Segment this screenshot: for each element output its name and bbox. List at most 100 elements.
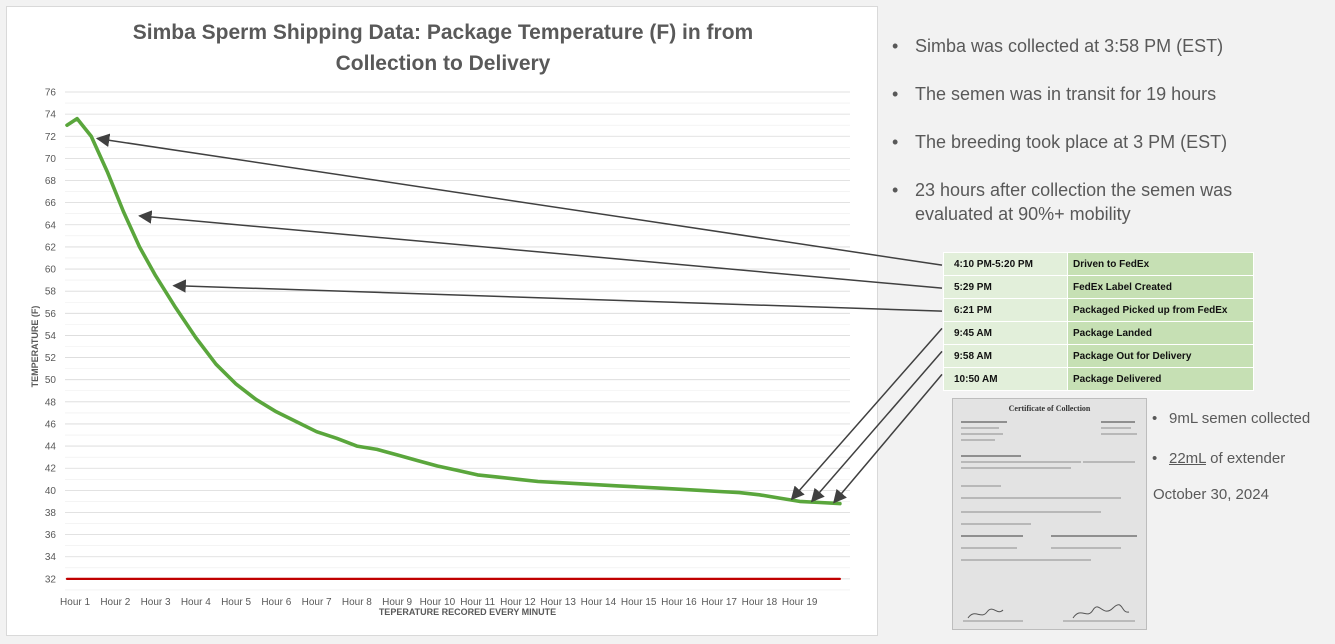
y-tick-label: 36 <box>45 530 57 541</box>
y-tick-label: 60 <box>45 265 57 276</box>
certificate-text-line <box>961 421 1007 423</box>
certificate-text-line <box>961 523 1031 525</box>
x-tick-label: Hour 16 <box>661 597 697 608</box>
timeline-row: 6:21 PM Packaged Picked up from FedEx <box>943 298 1254 322</box>
certificate-text-line <box>1051 535 1137 537</box>
timeline-time: 6:21 PM <box>943 298 1068 322</box>
timeline-row: 4:10 PM-5:20 PM Driven to FedEx <box>943 252 1254 276</box>
chart-panel: Simba Sperm Shipping Data: Package Tempe… <box>6 6 878 636</box>
y-tick-label: 74 <box>45 110 57 121</box>
y-tick-label: 62 <box>45 242 57 253</box>
timeline-event: FedEx Label Created <box>1067 275 1254 299</box>
certificate-text-line <box>961 439 995 441</box>
shipping-timeline-table: 4:10 PM-5:20 PM Driven to FedEx 5:29 PM Fe… <box>943 252 1254 391</box>
y-axis-title: TEMPERATURE (F) <box>30 306 40 388</box>
certificate-text-line <box>1101 427 1131 429</box>
certificate-text-line <box>961 433 1003 435</box>
y-tick-label: 38 <box>45 508 57 519</box>
x-tick-label: Hour 10 <box>420 597 456 608</box>
note-extender: 22mL of extender <box>1152 448 1332 470</box>
certificate-text-line <box>1101 421 1135 423</box>
certificate-text-line <box>1083 461 1135 463</box>
chart-title-line: Simba Sperm Shipping Data: Package Tempe… <box>133 21 753 44</box>
temperature-chart: Simba Sperm Shipping Data: Package Tempe… <box>30 21 850 617</box>
y-tick-label: 52 <box>45 353 57 364</box>
certificate-text-line <box>1051 547 1121 549</box>
y-tick-label: 46 <box>45 419 57 430</box>
y-tick-label: 50 <box>45 375 57 386</box>
note-semen-collected: 9mL semen collected <box>1152 408 1332 430</box>
timeline-row: 10:50 AM Package Delivered <box>943 367 1254 391</box>
x-tick-label: Hour 5 <box>221 597 251 608</box>
bullet-collected: Simba was collected at 3:58 PM (EST) <box>890 34 1310 58</box>
extender-amount: 22mL <box>1169 450 1206 467</box>
certificate-text-line <box>961 559 1091 561</box>
chart-title-line: Collection to Delivery <box>336 52 551 75</box>
y-tick-label: 66 <box>45 198 57 209</box>
summary-bullets: Simba was collected at 3:58 PM (EST) The… <box>890 34 1310 250</box>
certificate-text-line <box>961 497 1121 499</box>
x-tick-label: Hour 6 <box>261 597 291 608</box>
bullet-breeding: The breeding took place at 3 PM (EST) <box>890 130 1310 154</box>
x-tick-label: Hour 4 <box>181 597 211 608</box>
certificate-of-collection-photo: Certificate of Collection <box>952 398 1147 630</box>
x-tick-label: Hour 13 <box>540 597 576 608</box>
certificate-text-line <box>961 511 1101 513</box>
x-tick-label: Hour 18 <box>742 597 778 608</box>
x-tick-label: Hour 19 <box>782 597 818 608</box>
x-tick-label: Hour 3 <box>141 597 171 608</box>
bullet-evaluation: 23 hours after collection the semen was … <box>890 178 1310 226</box>
bullet-transit: The semen was in transit for 19 hours <box>890 82 1310 106</box>
x-tick-label: Hour 14 <box>581 597 617 608</box>
timeline-time: 9:45 AM <box>943 321 1068 345</box>
extender-label: of extender <box>1205 450 1286 467</box>
collection-date: October 30, 2024 <box>1153 486 1269 503</box>
timeline-event: Driven to FedEx <box>1067 252 1254 276</box>
y-tick-label: 54 <box>45 331 57 342</box>
y-tick-label: 42 <box>45 464 57 475</box>
y-tick-label: 48 <box>45 397 57 408</box>
x-tick-label: Hour 1 <box>60 597 90 608</box>
timeline-time: 5:29 PM <box>943 275 1068 299</box>
x-tick-label: Hour 11 <box>460 597 495 608</box>
y-tick-label: 70 <box>45 154 57 165</box>
certificate-text-line <box>961 461 1081 463</box>
timeline-event: Packaged Picked up from FedEx <box>1067 298 1254 322</box>
timeline-time: 10:50 AM <box>943 367 1068 391</box>
x-tick-label: Hour 8 <box>342 597 372 608</box>
certificate-text-line <box>961 535 1023 537</box>
y-tick-label: 40 <box>45 486 57 497</box>
certificate-title: Certificate of Collection <box>1008 404 1091 413</box>
y-tick-label: 32 <box>45 574 57 585</box>
timeline-event: Package Delivered <box>1067 367 1254 391</box>
y-tick-label: 72 <box>45 132 57 143</box>
timeline-row: 9:58 AM Package Out for Delivery <box>943 344 1254 368</box>
collection-notes: 9mL semen collected 22mL of extender Oct… <box>1152 408 1332 503</box>
x-tick-label: Hour 2 <box>100 597 130 608</box>
certificate-text-line <box>961 547 1017 549</box>
certificate-text-line <box>961 455 1021 457</box>
y-tick-label: 64 <box>45 220 57 231</box>
temperature-series-line <box>65 116 842 506</box>
x-tick-label: Hour 9 <box>382 597 412 608</box>
timeline-time: 9:58 AM <box>943 344 1068 368</box>
certificate-signatures <box>963 604 1135 622</box>
timeline-row: 9:45 AM Package Landed <box>943 321 1254 345</box>
timeline-time: 4:10 PM-5:20 PM <box>943 252 1068 276</box>
x-tick-label: Hour 7 <box>302 597 332 608</box>
x-axis-title: TEPERATURE RECORED EVERY MINUTE <box>379 607 556 617</box>
y-tick-label: 68 <box>45 176 57 187</box>
certificate-text-line <box>961 467 1071 469</box>
y-tick-label: 56 <box>45 309 57 320</box>
timeline-event: Package Out for Delivery <box>1067 344 1254 368</box>
y-tick-label: 76 <box>45 88 57 99</box>
x-tick-label: Hour 17 <box>701 597 737 608</box>
certificate-text-line <box>961 485 1001 487</box>
timeline-event: Package Landed <box>1067 321 1254 345</box>
y-tick-label: 34 <box>45 552 57 563</box>
y-tick-label: 58 <box>45 287 57 298</box>
x-tick-label: Hour 12 <box>500 597 536 608</box>
certificate-text-line <box>961 427 999 429</box>
y-tick-label: 44 <box>45 442 57 453</box>
certificate-text-line <box>1101 433 1137 435</box>
